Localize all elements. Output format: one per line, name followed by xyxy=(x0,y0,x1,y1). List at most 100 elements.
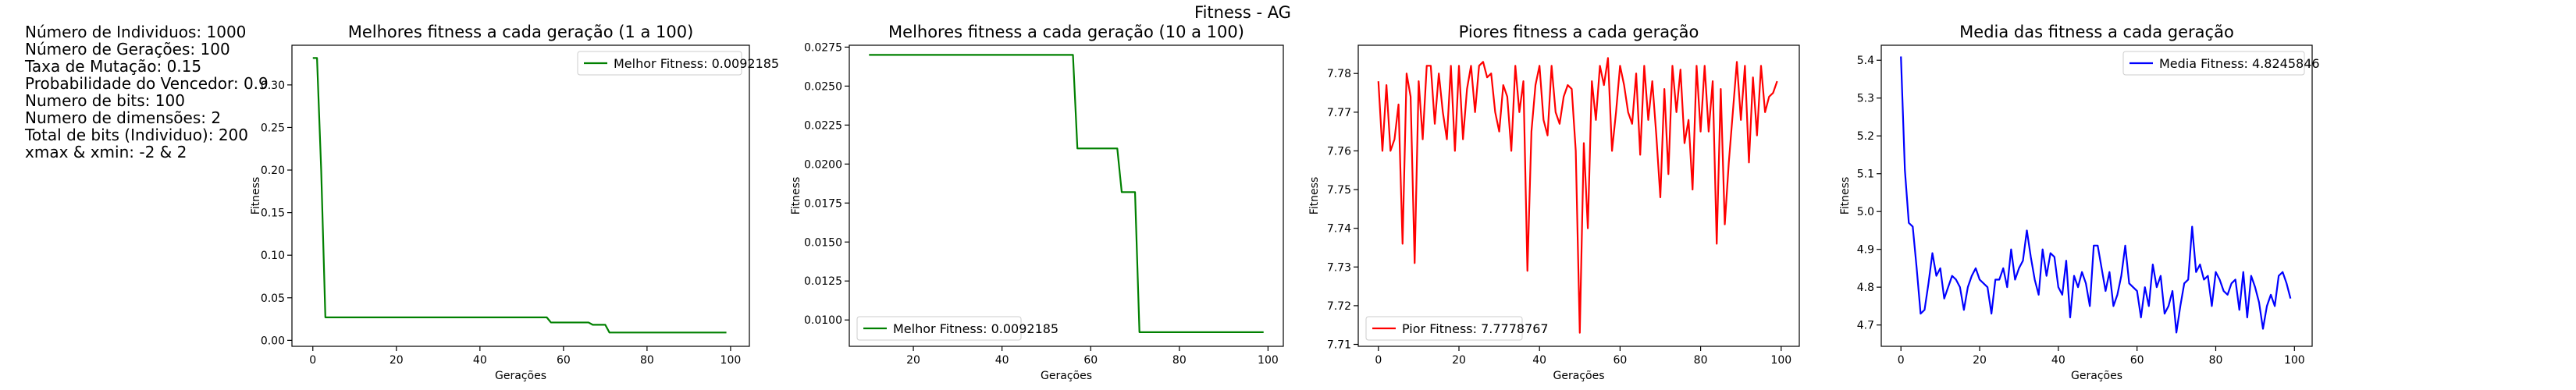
legend: Media Fitness: 4.8245846 xyxy=(2122,51,2320,76)
series-line xyxy=(312,57,727,334)
legend: Melhor Fitness: 0.0092185 xyxy=(856,316,1059,341)
y-axis-label: Fitness xyxy=(790,177,802,215)
legend-box xyxy=(1365,316,1523,341)
plot-area-frame xyxy=(1880,44,2313,347)
legend-box xyxy=(577,51,742,76)
x-tick-label: 40 xyxy=(1532,354,1546,367)
legend: Pior Fitness: 7.7778767 xyxy=(1365,316,1549,341)
param-num-generations: Número de Gerações: 100 xyxy=(25,40,230,58)
legend: Melhor Fitness: 0.0092185 xyxy=(577,51,779,76)
chart-best-10-100: Melhores fitness a cada geração (10 a 10… xyxy=(790,23,1284,382)
x-tick-label: 40 xyxy=(995,354,1009,367)
x-tick-label: 60 xyxy=(2130,354,2144,367)
plot-area-frame xyxy=(849,44,1284,347)
x-tick-label: 60 xyxy=(557,354,571,367)
param-total-bits: Total de bits (Individuo): 200 xyxy=(25,126,248,144)
x-tick-label: 0 xyxy=(309,354,316,367)
x-tick-label: 40 xyxy=(2051,354,2065,367)
legend-label: Pior Fitness: 7.7778767 xyxy=(1402,321,1549,336)
chart-best-all: Melhores fitness a cada geração (1 a 100… xyxy=(250,23,779,382)
y-tick-label: 5.4 xyxy=(1857,55,1874,67)
chart-title: Piores fitness a cada geração xyxy=(1459,23,1699,41)
legend-label: Melhor Fitness: 0.0092185 xyxy=(893,321,1059,336)
y-tick-label: 5.0 xyxy=(1857,206,1874,218)
x-tick-label: 60 xyxy=(1083,354,1098,367)
chart-worst: Piores fitness a cada geração 0 20 40 60 80 10… xyxy=(1308,23,1800,382)
y-tick-label: 0.20 xyxy=(261,165,285,177)
x-tick-label: 80 xyxy=(1694,354,1708,367)
y-tick-label: 0.05 xyxy=(261,292,285,305)
param-num-bits: Numero de bits: 100 xyxy=(25,91,185,110)
x-tick-label: 80 xyxy=(2209,354,2223,367)
x-axis-label: Gerações xyxy=(1553,370,1605,382)
y-tick-label: 0.30 xyxy=(261,80,285,92)
param-x-range: xmax & xmin: -2 & 2 xyxy=(25,143,187,161)
series-line xyxy=(869,54,1264,333)
y-tick-label: 7.74 xyxy=(1327,223,1351,236)
y-tick-label: 7.78 xyxy=(1327,68,1351,80)
x-tick-label: 20 xyxy=(390,354,404,367)
x-axis-label: Gerações xyxy=(2071,370,2122,382)
chart-mean: Media das fitness a cada geração 0 20 40 60 8… xyxy=(1839,23,2320,382)
x-tick-label: 0 xyxy=(1898,354,1905,367)
param-num-individuals: Número de Individuos: 1000 xyxy=(25,23,247,41)
y-tick-label: 7.72 xyxy=(1327,300,1351,313)
param-mutation-rate: Taxa de Mutação: 0.15 xyxy=(25,57,202,76)
y-tick-label: 7.76 xyxy=(1327,145,1351,158)
y-tick-label: 0.0100 xyxy=(804,314,842,327)
y-tick-label: 0.10 xyxy=(261,250,285,262)
y-tick-label: 7.77 xyxy=(1327,107,1351,119)
x-tick-label: 20 xyxy=(1973,354,1987,367)
chart-title: Media das fitness a cada geração xyxy=(1959,23,2234,41)
legend-label: Media Fitness: 4.8245846 xyxy=(2159,56,2320,71)
parameters-panel: Número de Individuos: 1000 Número de Ger… xyxy=(25,23,269,161)
plot-area-frame xyxy=(291,44,750,347)
x-axis-label: Gerações xyxy=(1041,370,1092,382)
y-tick-label: 7.71 xyxy=(1327,339,1351,352)
x-tick-label: 40 xyxy=(473,354,487,367)
x-tick-label: 100 xyxy=(1770,354,1791,367)
y-tick-label: 0.0225 xyxy=(804,119,842,132)
param-num-dimensions: Numero de dimensões: 2 xyxy=(25,108,222,127)
x-tick-label: 20 xyxy=(1452,354,1466,367)
y-tick-label: 4.9 xyxy=(1857,244,1874,257)
x-tick-label: 80 xyxy=(640,354,654,367)
y-axis-label: Fitness xyxy=(1839,177,1852,215)
figure-title: Fitness - AG xyxy=(1194,3,1291,22)
chart-title: Melhores fitness a cada geração (1 a 100… xyxy=(348,23,694,41)
y-tick-label: 0.0150 xyxy=(804,236,842,249)
y-tick-label: 0.0275 xyxy=(804,41,842,54)
x-tick-label: 80 xyxy=(1172,354,1187,367)
y-tick-label: 0.0175 xyxy=(804,197,842,210)
series-line xyxy=(1900,56,2292,334)
y-tick-label: 0.15 xyxy=(261,207,285,220)
x-axis-label: Gerações xyxy=(495,370,546,382)
y-tick-label: 5.1 xyxy=(1857,168,1874,181)
y-tick-label: 0.0200 xyxy=(804,158,842,171)
x-tick-label: 100 xyxy=(1258,354,1279,367)
y-tick-label: 4.7 xyxy=(1857,320,1874,332)
y-tick-label: 7.73 xyxy=(1327,261,1351,274)
y-tick-label: 0.00 xyxy=(261,335,285,347)
y-axis-label: Fitness xyxy=(1308,177,1321,215)
x-tick-label: 20 xyxy=(906,354,920,367)
y-tick-label: 0.25 xyxy=(261,122,285,134)
y-tick-label: 7.75 xyxy=(1327,184,1351,197)
x-tick-label: 60 xyxy=(1613,354,1627,367)
y-tick-label: 4.8 xyxy=(1857,282,1874,294)
x-tick-label: 0 xyxy=(1375,354,1382,367)
legend-box xyxy=(856,316,1022,341)
y-tick-label: 5.2 xyxy=(1857,130,1874,143)
param-winner-probability: Probabilidade do Vencedor: 0.9 xyxy=(25,74,269,93)
y-tick-label: 5.3 xyxy=(1857,93,1874,105)
y-tick-label: 0.0250 xyxy=(804,80,842,93)
x-tick-label: 100 xyxy=(720,354,742,367)
y-axis-label: Fitness xyxy=(250,177,262,215)
x-tick-label: 100 xyxy=(2284,354,2305,367)
chart-title: Melhores fitness a cada geração (10 a 10… xyxy=(888,23,1244,41)
legend-label: Melhor Fitness: 0.0092185 xyxy=(614,56,779,71)
y-tick-label: 0.0125 xyxy=(804,275,842,288)
legend-box xyxy=(2122,51,2305,76)
series-line xyxy=(1377,57,1778,334)
